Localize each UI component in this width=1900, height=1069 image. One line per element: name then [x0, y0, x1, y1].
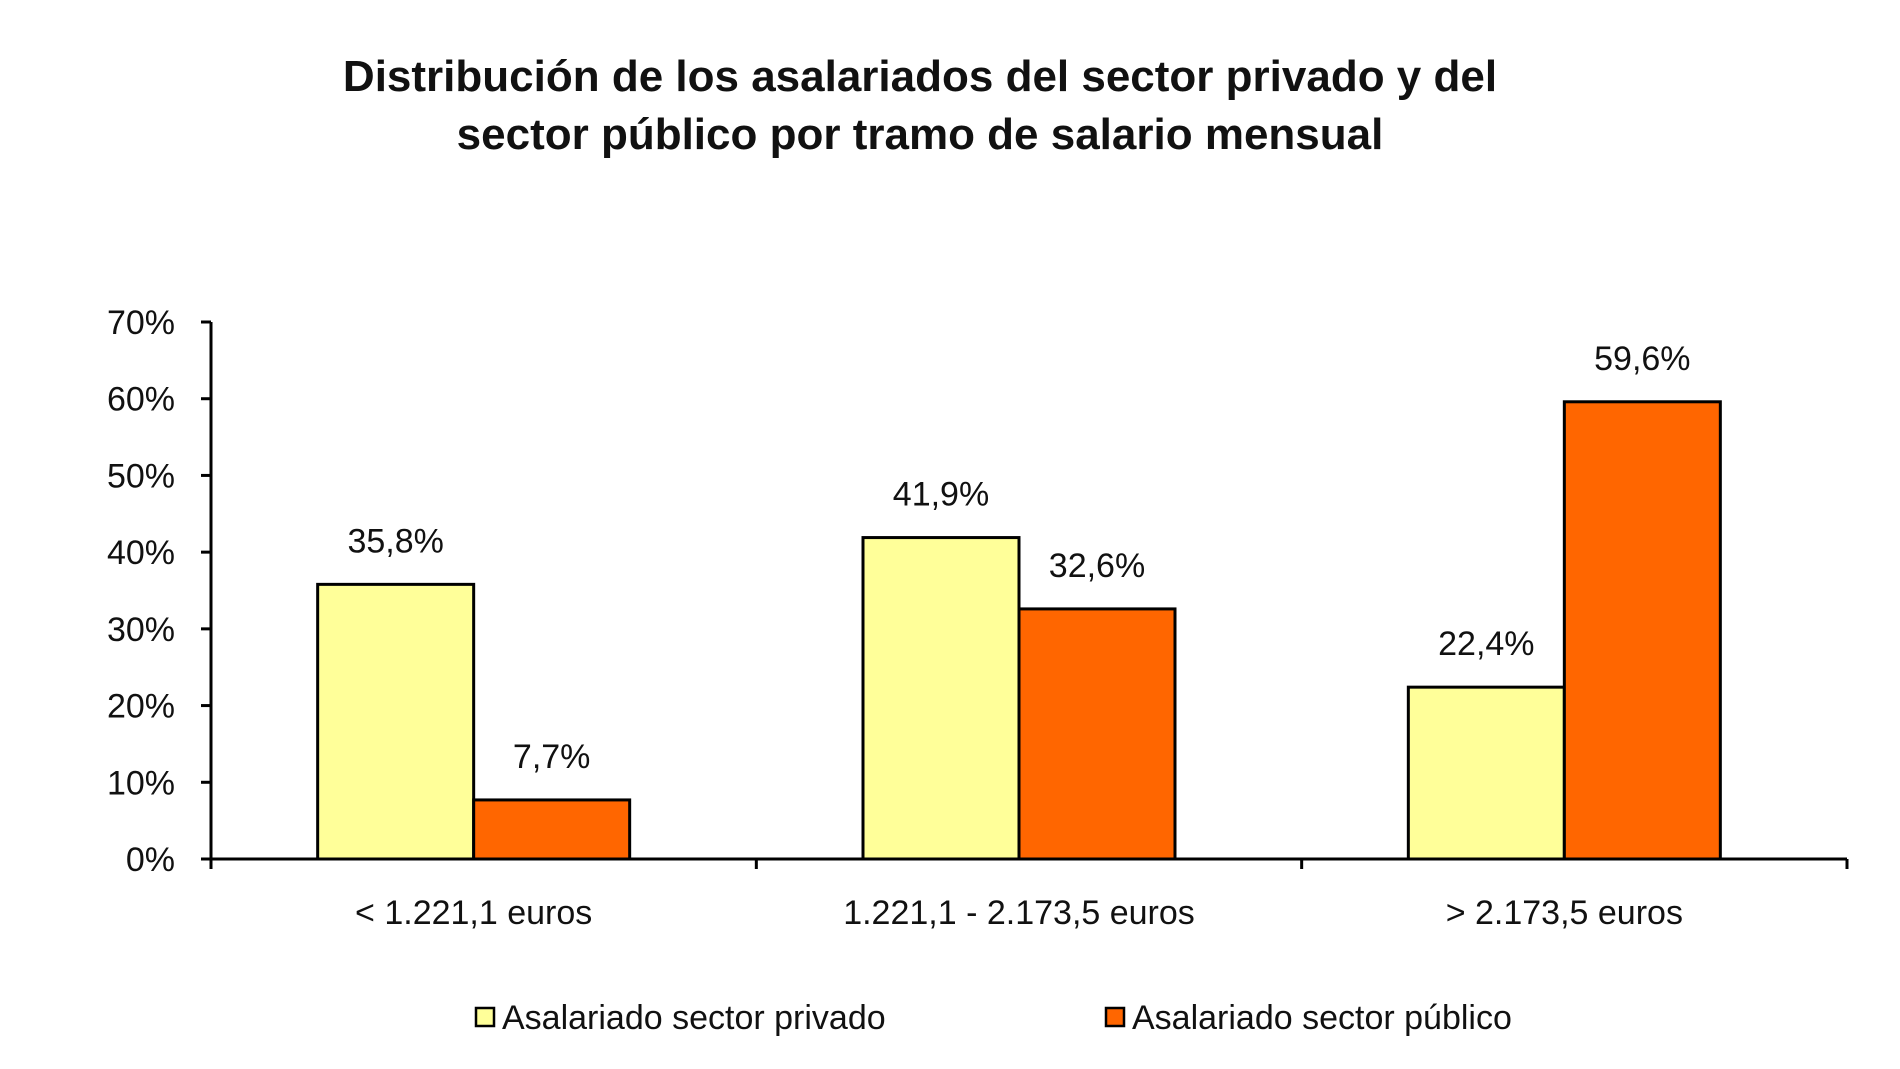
legend-label: Asalariado sector público	[1132, 999, 1512, 1037]
chart-title: Distribución de los asalariados del sect…	[0, 48, 1840, 164]
bar	[316, 582, 476, 861]
bar	[1017, 607, 1177, 861]
y-tick-label: 30%	[107, 611, 175, 649]
data-label: 41,9%	[893, 476, 989, 514]
y-tick-label: 60%	[107, 381, 175, 419]
y-tick-label: 70%	[107, 304, 175, 342]
chart-legend: Asalariado sector privado Asalariado sect…	[474, 999, 1512, 1037]
bar	[1562, 400, 1722, 861]
data-label: 22,4%	[1438, 625, 1534, 663]
y-tick-label: 20%	[107, 688, 175, 726]
chart-bars: 35,8% 7,7% 41,9% 32,6% 22,4% 59,6%	[316, 340, 1722, 861]
data-label: 32,6%	[1049, 547, 1145, 585]
y-tick-label: 40%	[107, 534, 175, 572]
data-label: 59,6%	[1594, 340, 1690, 378]
x-category-label: 1.221,1 - 2.173,5 euros	[843, 894, 1195, 932]
x-category-label: > 2.173,5 euros	[1446, 894, 1683, 932]
bar	[472, 798, 632, 861]
chart-title-line-2: sector público por tramo de salario mens…	[456, 110, 1384, 159]
chart-title-line-1: Distribución de los asalariados del sect…	[342, 52, 1498, 101]
data-label: 35,8%	[347, 522, 443, 560]
legend-swatch	[474, 1006, 496, 1028]
x-category-label: < 1.221,1 euros	[355, 894, 592, 932]
chart-axes: 0% 10% 20% 30% 40% 50% 60% 70% < 1.221,1 euros 1.…	[107, 304, 1849, 932]
y-tick-label: 50%	[107, 457, 175, 495]
legend-swatch	[1104, 1006, 1126, 1028]
y-tick-label: 0%	[126, 841, 175, 879]
y-tick-label: 10%	[107, 764, 175, 802]
bar	[1406, 685, 1566, 861]
legend-label: Asalariado sector privado	[502, 999, 886, 1037]
bar	[861, 536, 1021, 861]
data-label: 7,7%	[513, 738, 591, 776]
